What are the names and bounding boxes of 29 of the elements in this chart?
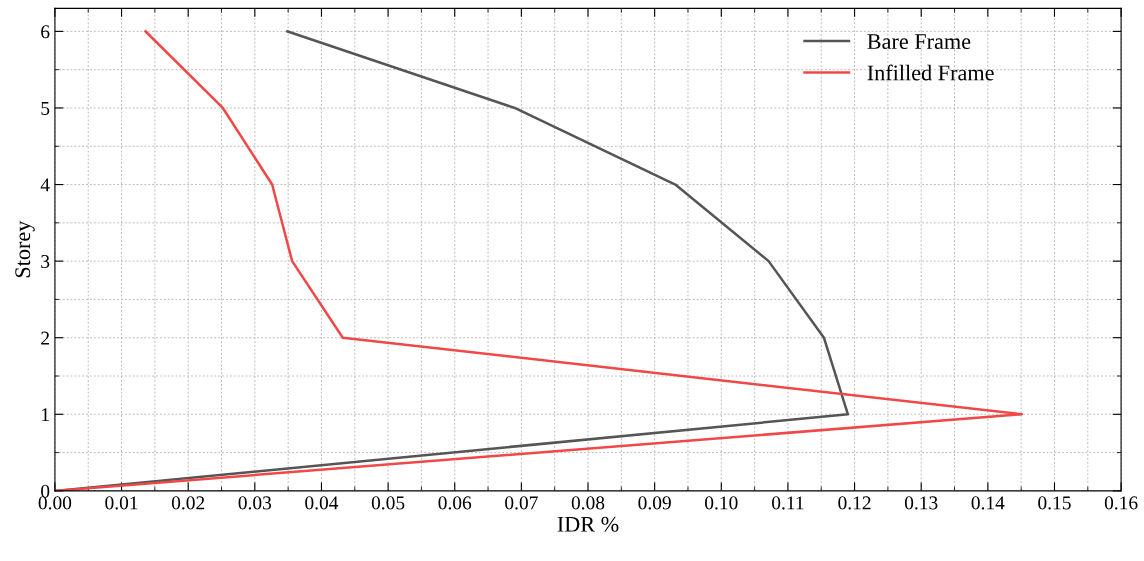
y-tick-label: 0 — [41, 484, 50, 498]
x-tick-label: 0.10 — [705, 496, 738, 510]
x-tick-label: 0.06 — [438, 496, 472, 510]
y-tick-label: 6 — [41, 25, 50, 39]
x-tick-label: 0.02 — [171, 496, 205, 510]
y-axis-title: Storey — [15, 220, 35, 278]
y-tick-label: 2 — [41, 331, 49, 345]
x-tick-label: 0.08 — [571, 496, 605, 510]
y-tick-label: 4 — [40, 178, 50, 192]
line-series — [54, 30, 1024, 491]
y-tick-label: 3 — [41, 255, 50, 269]
x-tick-label: 0.03 — [238, 496, 272, 510]
x-tick-label: 0.01 — [105, 496, 138, 510]
x-tick-label: 0.16 — [1104, 496, 1138, 510]
y-tick-label: 5 — [41, 101, 50, 115]
x-tick-label: 0.14 — [971, 496, 1005, 510]
x-tick-label: 0.00 — [38, 496, 72, 510]
x-tick-label: 0.13 — [904, 496, 938, 510]
x-tick-label: 0.15 — [1038, 496, 1071, 510]
x-tick-label: 0.04 — [305, 496, 339, 510]
x-tick-label: 0.11 — [772, 496, 804, 510]
x-tick-label: 0.12 — [838, 496, 871, 510]
legend-label: Infilled Frame — [867, 64, 994, 81]
x-tick-label: 0.07 — [505, 496, 538, 510]
x-tick-label: 0.05 — [371, 496, 405, 510]
x-tick-label: 0.09 — [638, 496, 671, 510]
x-axis-title: IDR % — [557, 516, 619, 532]
legend-label: Bare Frame — [867, 34, 971, 50]
y-tick-label: 1 — [42, 408, 49, 422]
